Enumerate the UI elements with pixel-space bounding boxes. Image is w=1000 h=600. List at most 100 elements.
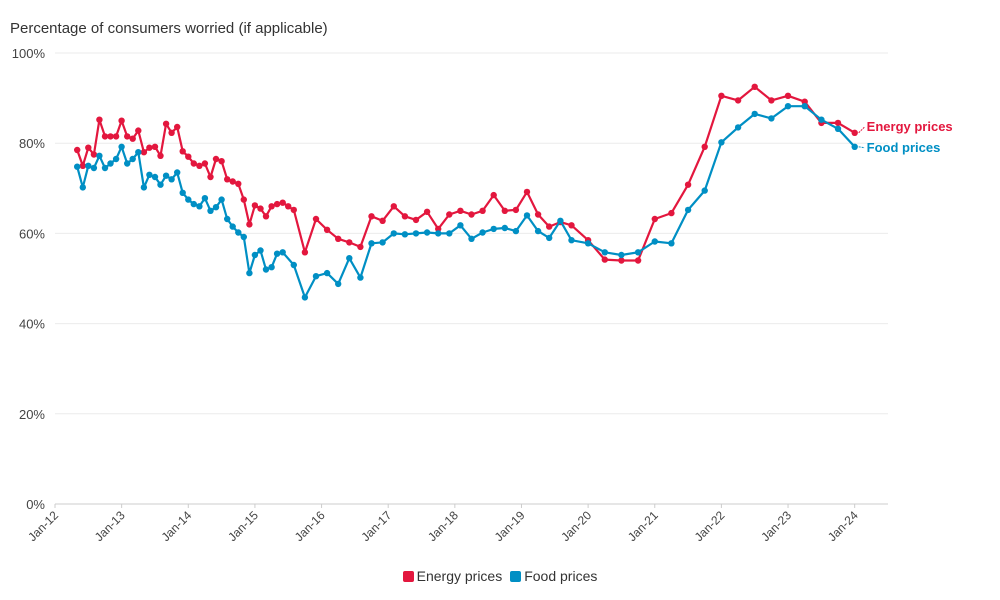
end-label-food-prices: Food prices [867, 140, 941, 155]
data-point-food-prices [512, 227, 520, 235]
data-point-food-prices [412, 230, 420, 237]
data-point-food-prices [174, 169, 181, 176]
data-point-food-prices [818, 116, 825, 123]
data-point-energy-prices [423, 208, 431, 215]
data-point-food-prices [118, 143, 125, 150]
data-point-energy-prices [107, 133, 114, 140]
y-tick-label: 40% [19, 317, 45, 332]
x-tick-label: Jan-18 [425, 508, 461, 544]
data-point-food-prices [90, 164, 98, 172]
data-point-food-prices [262, 266, 270, 273]
data-point-food-prices [257, 247, 264, 254]
data-point-energy-prices [268, 203, 275, 210]
data-point-food-prices [79, 184, 87, 191]
data-point-food-prices [224, 215, 231, 223]
data-point-energy-prices [701, 143, 708, 150]
x-tick-label: Jan-22 [692, 508, 728, 544]
data-point-food-prices [323, 269, 331, 277]
data-point-food-prices [357, 274, 364, 281]
data-point-food-prices [834, 125, 842, 132]
data-point-energy-prices [784, 92, 792, 100]
data-point-food-prices [368, 240, 375, 247]
data-point-energy-prices [129, 135, 136, 142]
data-point-energy-prices [101, 133, 109, 140]
data-point-energy-prices [401, 213, 409, 220]
legend: Energy prices Food prices [0, 568, 1000, 584]
data-point-food-prices [140, 184, 148, 191]
data-point-energy-prices [162, 120, 170, 128]
data-point-energy-prices [212, 155, 220, 163]
legend-item-food-prices[interactable]: Food prices [510, 568, 597, 584]
data-point-energy-prices [379, 217, 386, 224]
data-point-energy-prices [196, 162, 203, 169]
data-point-energy-prices [734, 97, 742, 104]
data-point-energy-prices [357, 243, 364, 251]
data-point-energy-prices [201, 160, 209, 167]
data-point-energy-prices [651, 215, 658, 223]
data-point-energy-prices [262, 213, 270, 220]
data-point-food-prices [85, 162, 92, 169]
data-point-energy-prices [96, 116, 103, 123]
data-point-food-prices [107, 160, 114, 167]
x-tick-label: Jan-12 [25, 508, 61, 544]
data-point-food-prices [546, 234, 553, 242]
data-point-food-prices [718, 139, 725, 146]
data-point-energy-prices [146, 144, 153, 151]
data-point-energy-prices [190, 160, 197, 167]
x-tick-label: Jan-24 [825, 508, 861, 544]
y-tick-label: 60% [19, 226, 45, 241]
data-point-food-prices [423, 229, 431, 236]
data-point-energy-prices [185, 153, 192, 160]
data-point-food-prices [129, 155, 136, 163]
data-point-energy-prices [601, 256, 608, 263]
data-point-food-prices [96, 152, 103, 159]
data-point-food-prices [557, 217, 564, 224]
data-point-energy-prices [668, 209, 675, 217]
data-point-food-prices [668, 240, 675, 247]
data-point-energy-prices [174, 123, 181, 131]
x-tick-label: Jan-20 [558, 508, 594, 544]
data-point-food-prices [734, 124, 742, 131]
data-point-food-prices [601, 249, 608, 256]
y-tick-label: 100% [12, 46, 46, 61]
data-point-energy-prices [684, 181, 692, 188]
data-point-food-prices [240, 233, 247, 241]
legend-item-energy-prices[interactable]: Energy prices [402, 568, 502, 584]
x-tick-label: Jan-23 [758, 508, 794, 544]
legend-swatch-food [510, 570, 522, 582]
data-point-food-prices [268, 264, 275, 271]
data-point-energy-prices [140, 149, 148, 156]
data-point-food-prices [379, 239, 386, 246]
data-point-food-prices [346, 255, 353, 262]
data-point-energy-prices [273, 200, 281, 208]
y-tick-label: 80% [19, 136, 45, 151]
data-point-food-prices [701, 187, 708, 194]
data-point-food-prices [162, 172, 170, 179]
data-point-energy-prices [801, 98, 808, 105]
series-line-energy-prices [76, 85, 856, 262]
data-point-food-prices [390, 230, 397, 237]
data-point-energy-prices [90, 151, 98, 158]
data-point-energy-prices [368, 213, 375, 220]
data-point-food-prices [273, 250, 281, 257]
data-point-food-prices [684, 206, 692, 214]
data-point-food-prices [568, 237, 575, 244]
data-point-energy-prices [851, 129, 858, 136]
data-point-food-prices [651, 238, 658, 245]
data-point-food-prices [279, 249, 286, 256]
data-point-food-prices [157, 181, 164, 188]
data-point-energy-prices [346, 239, 353, 246]
data-point-energy-prices [546, 223, 553, 230]
x-tick-label: Jan-15 [225, 508, 261, 544]
data-point-energy-prices [79, 162, 87, 169]
data-point-energy-prices [112, 133, 120, 140]
data-point-energy-prices [135, 127, 142, 134]
x-tick-label: Jan-14 [159, 508, 195, 544]
data-point-food-prices [490, 225, 497, 233]
data-point-energy-prices [74, 146, 81, 154]
data-point-food-prices [251, 251, 259, 259]
data-point-food-prices [851, 143, 858, 150]
y-tick-label: 0% [26, 497, 45, 512]
data-point-food-prices [290, 261, 297, 269]
